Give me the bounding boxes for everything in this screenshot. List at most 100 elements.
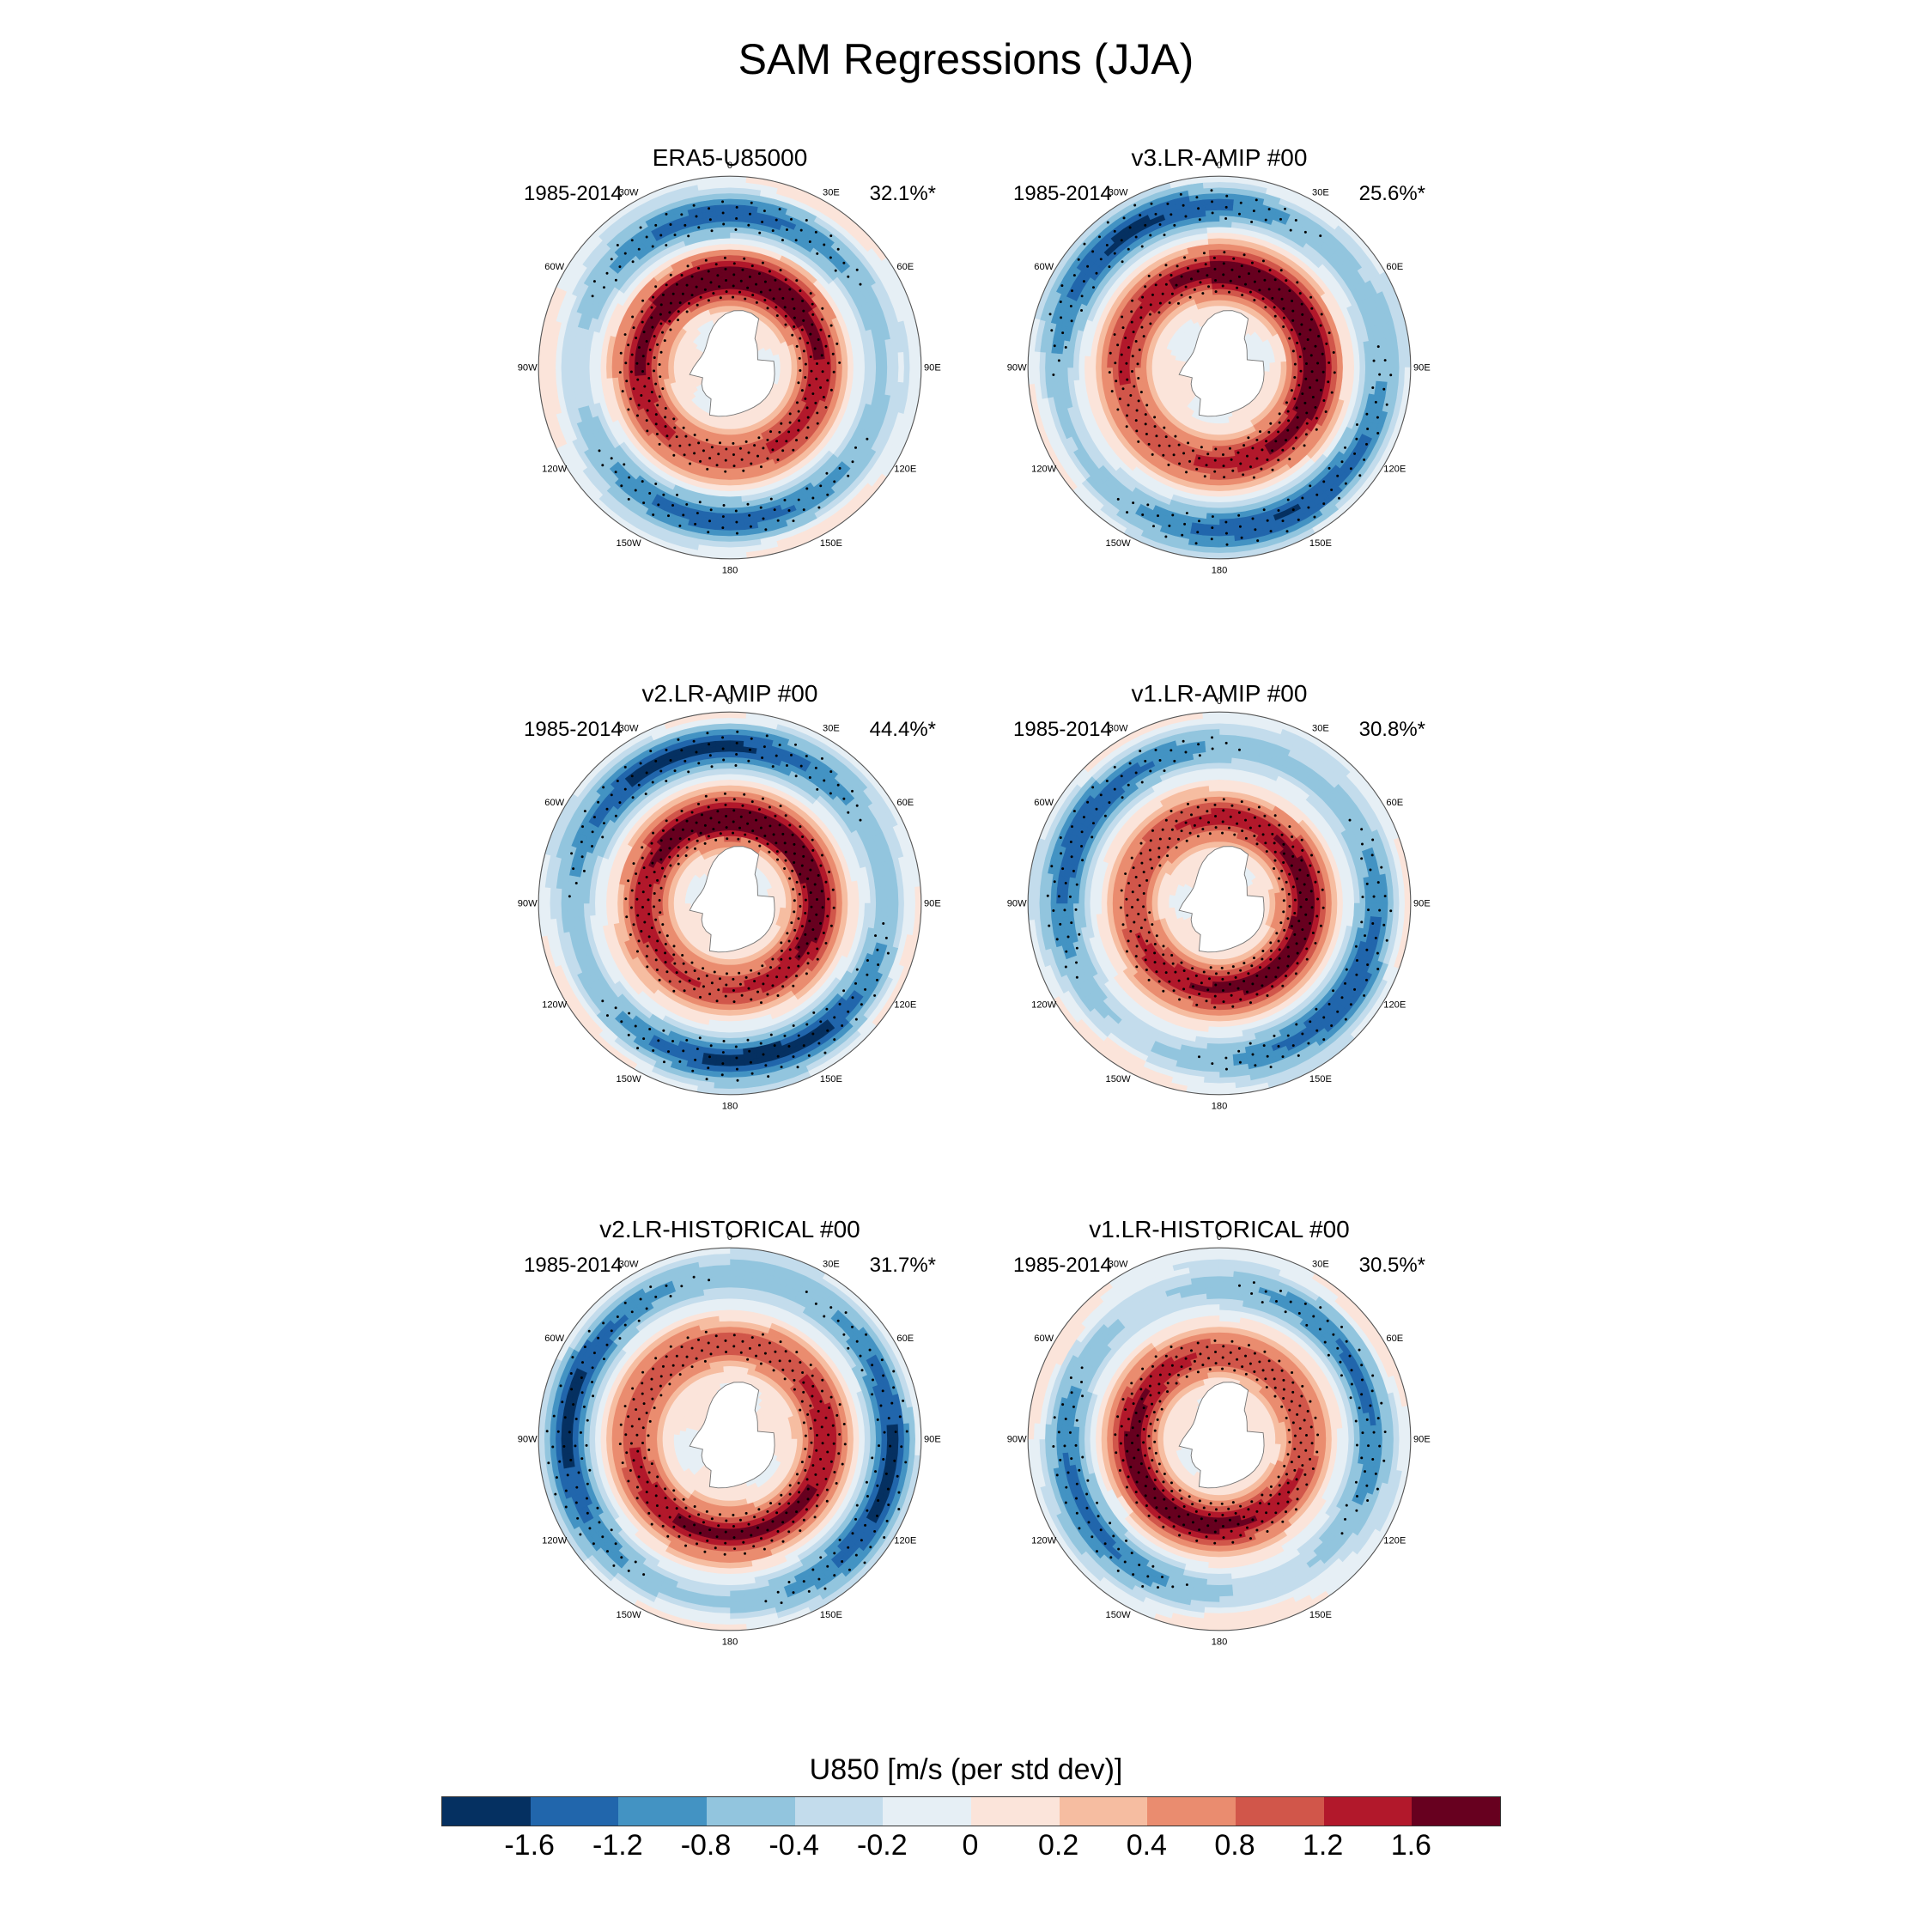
stipple-dot — [1131, 369, 1133, 373]
stipple-dot — [664, 416, 667, 419]
stipple-dot — [836, 247, 840, 251]
stipple-dot — [748, 513, 751, 517]
stipple-dot — [646, 409, 649, 412]
field-cell — [720, 473, 731, 481]
field-cell — [881, 367, 888, 382]
stipple-dot — [1130, 320, 1133, 324]
longitude-label: 0 — [727, 161, 732, 171]
stipple-dot — [724, 267, 727, 270]
stipple-dot — [1304, 377, 1308, 380]
field-cell — [1206, 507, 1220, 514]
stipple-dot — [788, 412, 792, 416]
stipple-dot — [707, 270, 710, 273]
stipple-dot — [802, 309, 805, 313]
stipple-dot — [721, 515, 725, 519]
field-cell — [673, 371, 681, 378]
stipple-dot — [1144, 422, 1147, 426]
stipple-dot — [1297, 384, 1301, 387]
stipple-dot — [773, 508, 776, 512]
stipple-dot — [696, 512, 699, 515]
stipple-dot — [1213, 459, 1217, 462]
stipple-dot — [1298, 355, 1302, 359]
stipple-dot — [778, 430, 781, 434]
field-cell — [713, 546, 731, 554]
field-cell — [729, 484, 741, 492]
field-cell — [583, 367, 591, 381]
field-cell — [869, 354, 877, 368]
stipple-dot — [1280, 297, 1284, 301]
stipple-dot — [1293, 397, 1297, 400]
stipple-dot — [761, 220, 764, 223]
stipple-dot — [823, 243, 826, 246]
field-cell — [1163, 361, 1170, 368]
stipple-dot — [758, 231, 762, 234]
field-cell — [1123, 367, 1130, 377]
stipple-dot — [676, 493, 679, 496]
field-cell — [1218, 237, 1231, 245]
stipple-dot — [855, 268, 859, 271]
stipple-dot — [702, 449, 705, 453]
stipple-dot — [761, 261, 764, 264]
stipple-dot — [766, 457, 769, 460]
field-cell — [555, 367, 562, 384]
stipple-dot — [805, 436, 808, 440]
field-cell — [1089, 355, 1097, 368]
field-cell — [605, 356, 613, 368]
field-cell — [1218, 468, 1230, 475]
field-cell — [1212, 283, 1220, 289]
longitude-label: 90W — [518, 363, 538, 374]
stipple-dot — [1321, 352, 1324, 355]
stipple-dot — [1172, 453, 1176, 457]
stipple-dot — [686, 264, 690, 268]
stipple-dot — [623, 463, 626, 466]
stipple-dot — [1324, 410, 1327, 413]
stipple-dot — [798, 356, 801, 360]
field-cell — [1163, 367, 1170, 374]
field-cell — [824, 367, 832, 377]
stipple-dot — [780, 422, 783, 425]
stipple-dot — [814, 230, 817, 234]
stipple-dot — [1194, 258, 1197, 262]
stipple-dot — [1121, 387, 1125, 391]
field-cell — [599, 367, 607, 380]
stipple-dot — [1144, 285, 1147, 289]
field-cell — [1218, 288, 1227, 295]
field-cell — [714, 186, 731, 194]
stipple-dot — [1121, 315, 1124, 319]
stipple-dot — [744, 440, 748, 443]
stipple-dot — [710, 229, 714, 233]
stipple-dot — [769, 289, 772, 292]
stipple-dot — [1155, 434, 1158, 438]
stipple-dot — [1221, 453, 1224, 456]
stipple-dot — [1222, 273, 1225, 276]
field-cell — [1279, 355, 1287, 362]
stipple-dot — [1309, 386, 1312, 389]
stipple-dot — [662, 493, 665, 496]
stipple-dot — [759, 290, 762, 294]
stipple-dot — [778, 208, 781, 211]
field-cell — [714, 192, 731, 200]
stipple-dot — [1214, 447, 1218, 451]
stipple-dot — [1187, 441, 1190, 445]
field-cell — [1157, 367, 1164, 374]
stipple-dot — [1206, 274, 1209, 277]
stipple-dot — [707, 531, 710, 534]
stipple-dot — [811, 392, 815, 396]
stipple-dot — [1188, 459, 1192, 463]
field-cell — [819, 358, 826, 368]
stipple-dot — [645, 339, 648, 343]
stipple-dot — [1127, 346, 1130, 349]
stipple-dot — [746, 502, 750, 506]
stipple-dot — [735, 520, 738, 524]
stipple-dot — [799, 369, 802, 373]
stipple-dot — [677, 319, 680, 322]
field-cell — [791, 367, 798, 374]
field-cell — [561, 352, 568, 368]
stipple-dot — [751, 294, 755, 297]
stipple-dot — [725, 447, 728, 451]
stipple-dot — [1247, 436, 1250, 440]
stipple-dot — [1285, 279, 1288, 283]
stipple-dot — [641, 320, 644, 324]
stipple-dot — [1301, 392, 1304, 396]
stipple-dot — [659, 313, 662, 316]
